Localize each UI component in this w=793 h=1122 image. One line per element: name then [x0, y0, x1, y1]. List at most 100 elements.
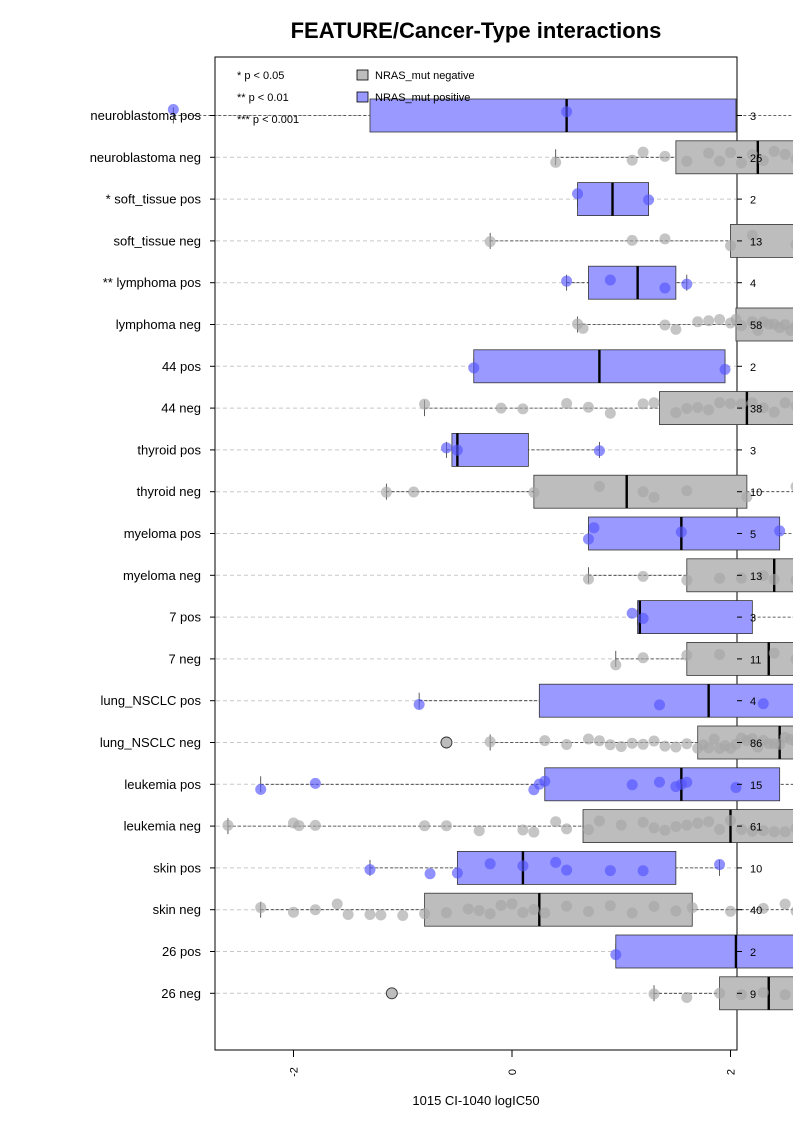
data-point [703, 315, 715, 327]
data-point [582, 824, 594, 836]
data-point [790, 321, 793, 331]
plot-frame [214, 56, 738, 1051]
data-point [309, 819, 321, 831]
group-label: thyroid neg [137, 484, 201, 499]
group-label: skin neg [153, 902, 201, 917]
data-point [735, 398, 747, 410]
group-counts: 3 25 2 13 4 58 2 38 3 10 5 13 3 11 4 86 15 61 10 40 2 9 [737, 111, 762, 1001]
data-point [757, 902, 769, 914]
data-point [790, 575, 793, 585]
data-point [790, 154, 793, 164]
data-point [561, 106, 573, 118]
data-point [708, 733, 720, 745]
boxplots [172, 98, 793, 1011]
data-point [725, 905, 736, 917]
data-point [528, 904, 540, 916]
group-count: 58 [750, 320, 762, 332]
data-point [735, 989, 747, 1001]
data-point [604, 865, 616, 877]
group-label: skin pos [153, 860, 201, 875]
data-point [604, 274, 616, 286]
data-point [653, 699, 665, 711]
data-point [588, 522, 600, 534]
data-point [681, 992, 693, 1004]
data-point [561, 900, 573, 912]
data-point [604, 739, 616, 751]
data-point [752, 324, 764, 336]
data-point [735, 572, 747, 584]
data-point [637, 738, 649, 750]
legend-swatch-positive [356, 91, 369, 103]
group-count: 38 [750, 404, 762, 416]
data-point [440, 442, 452, 454]
data-point [637, 570, 649, 582]
data-point [626, 154, 638, 166]
data-point [714, 155, 726, 167]
group-label: neuroblastoma pos [90, 108, 201, 123]
data-point [539, 907, 551, 919]
data-point [577, 322, 589, 334]
data-point [757, 986, 769, 998]
data-point [659, 282, 671, 294]
group-count: 2 [750, 947, 756, 959]
data-point [539, 735, 551, 747]
data-point [419, 398, 431, 410]
data-point [517, 824, 529, 836]
group-label: lung_NSCLC pos [101, 693, 202, 708]
data-point [670, 905, 682, 917]
data-point [593, 445, 605, 457]
legend-sig-1: * p < 0.05 [237, 70, 284, 82]
group-count: 9 [750, 989, 756, 1001]
group-label: thyroid pos [137, 442, 201, 457]
data-point [637, 652, 649, 664]
group-label: * soft_tissue pos [106, 192, 202, 207]
data-point [790, 737, 793, 747]
data-point [703, 742, 715, 754]
data-point [714, 397, 726, 409]
box [615, 934, 793, 969]
data-point [768, 647, 780, 659]
data-point [768, 145, 780, 157]
data-point [593, 735, 605, 747]
group-count: 61 [750, 822, 762, 834]
group-label: lymphoma neg [116, 317, 201, 332]
data-point [670, 323, 682, 335]
data-point [561, 738, 573, 750]
data-point [790, 906, 793, 916]
group-count: 3 [750, 111, 756, 123]
data-point [550, 156, 562, 168]
data-point [779, 989, 791, 1001]
group-count: 86 [750, 738, 762, 750]
data-point [309, 777, 321, 789]
data-point [637, 398, 649, 410]
data-point [462, 903, 474, 915]
legend-sig-2: ** p < 0.01 [237, 92, 289, 104]
data-point [774, 525, 786, 537]
data-point [648, 822, 660, 834]
group-count: 3 [750, 445, 756, 457]
data-point [746, 825, 758, 837]
group-count: 11 [750, 654, 761, 666]
group-label: ** lymphoma pos [103, 275, 202, 290]
data-point [779, 148, 791, 160]
data-points [167, 104, 793, 1004]
data-point [659, 319, 671, 331]
group-count: 2 [750, 362, 756, 374]
data-point [572, 188, 584, 200]
data-point [364, 909, 376, 921]
data-point [637, 486, 649, 498]
data-point [681, 278, 693, 290]
data-point [790, 401, 793, 411]
data-point [746, 316, 758, 328]
group-count: 25 [750, 153, 762, 165]
data-point [626, 779, 638, 791]
data-point [255, 783, 267, 795]
data-point [648, 735, 660, 747]
data-point [692, 401, 704, 413]
data-point [484, 236, 496, 248]
data-point [615, 819, 627, 831]
group-count: 10 [750, 863, 762, 875]
outlier-point [440, 736, 453, 749]
x-tick-label: 0 [507, 1069, 519, 1075]
group-count: 40 [750, 905, 762, 917]
